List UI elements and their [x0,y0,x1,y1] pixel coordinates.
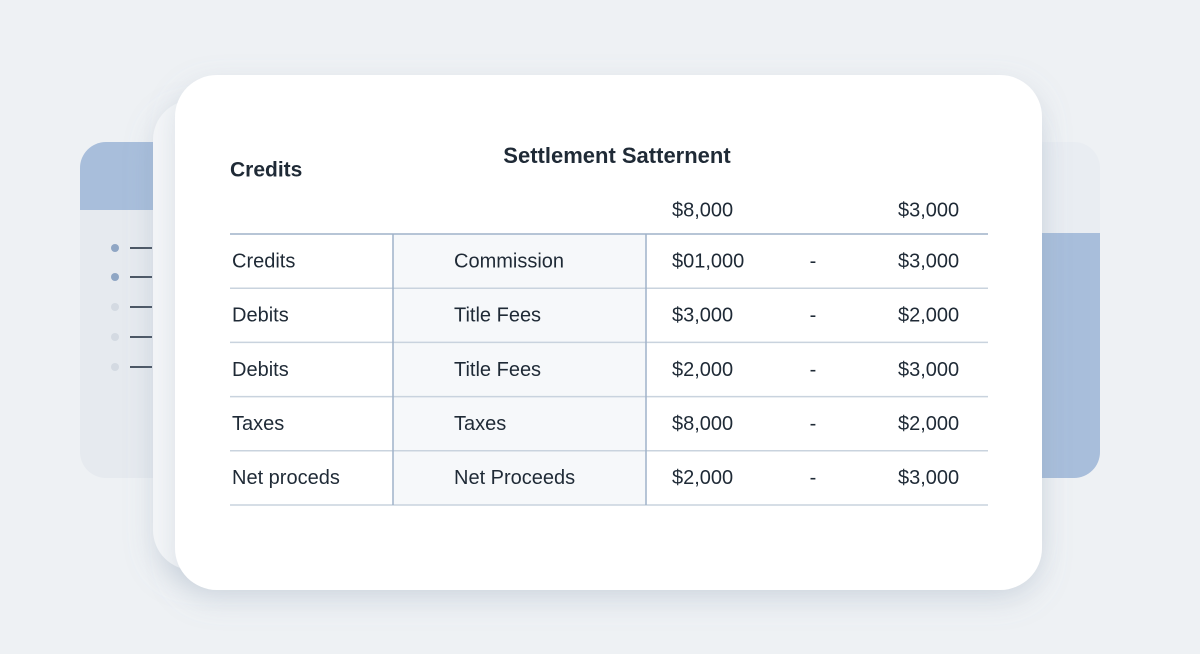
amount-cell: $8,000 [672,413,733,435]
amount-cell: $3,000 [898,250,959,272]
separator: - [810,467,817,489]
item-cell: Taxes [454,413,506,435]
item-column-shade [393,234,646,505]
row-label: Taxes [232,413,284,435]
amount-cell: $2,000 [898,413,959,435]
item-cell: Title Fees [454,359,541,381]
header-cell: $3,000 [898,199,959,221]
amount-cell: $2,000 [672,359,733,381]
item-cell: Title Fees [454,305,541,327]
section-heading: Credits [230,159,302,182]
amount-cell: $01,000 [672,250,744,272]
amount-cell: $3,000 [898,359,959,381]
table: Credits Commission $01,000 - $3,000 Debits Tit… [230,233,988,506]
row-label: Credits [232,250,295,272]
item-cell: Net Proceeds [454,467,575,489]
separator: - [810,359,817,381]
amount-cell: $2,000 [898,305,959,327]
row-label: Debits [232,359,289,381]
amount-cell: $3,000 [672,305,733,327]
header-cell: $8,000 [672,199,733,221]
card-title: Settlement Satternent [503,143,731,168]
amount-cell: $3,000 [898,467,959,489]
amount-cell: $2,000 [672,467,733,489]
list-icons [111,244,152,371]
separator: - [810,250,817,272]
row-label: Net proceds [232,467,340,489]
separator: - [810,413,817,435]
item-cell: Commission [454,250,564,272]
row-label: Debits [232,305,289,327]
separator: - [810,305,817,327]
